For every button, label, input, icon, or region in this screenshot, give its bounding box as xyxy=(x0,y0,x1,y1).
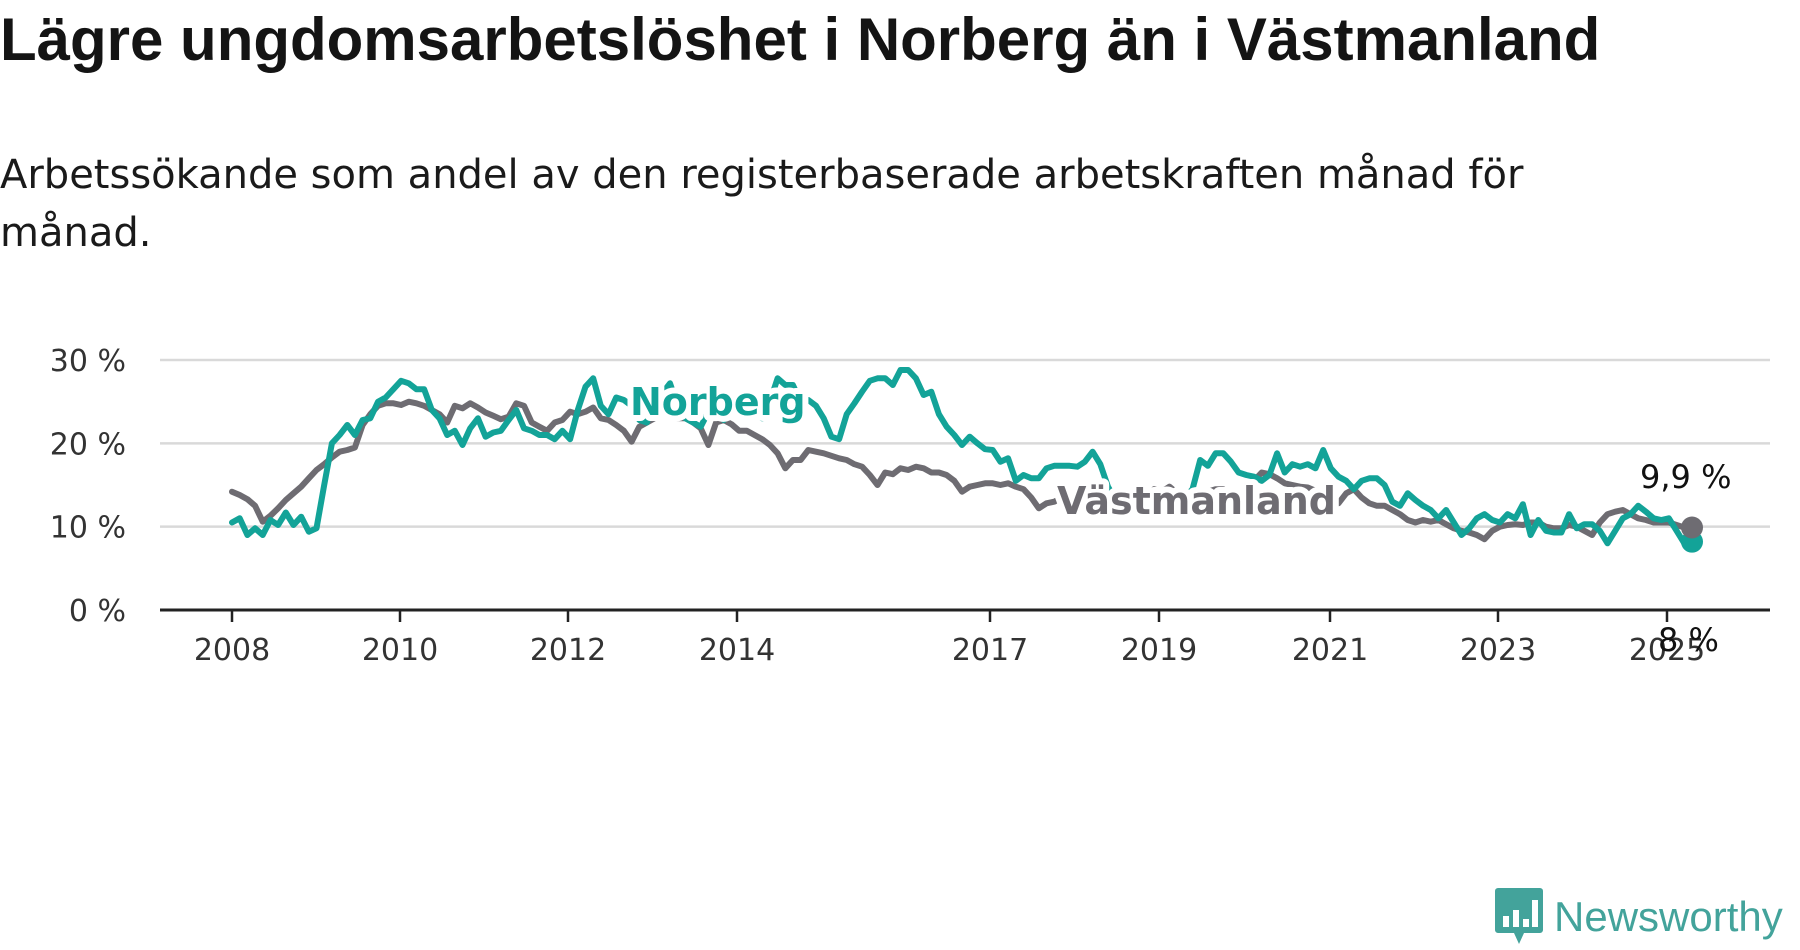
grid-lines xyxy=(160,358,1770,612)
series-line-norberg xyxy=(229,367,1695,547)
newsworthy-logo: Newsworthy xyxy=(1494,884,1783,950)
end-label-vastmanland: 9,9 % xyxy=(1640,458,1731,496)
series-label-vastmanland-halo: Västmanland xyxy=(1057,479,1336,523)
x-tick-label: 2008 xyxy=(194,633,270,668)
series-label-norberg-halo: Norberg xyxy=(630,380,806,424)
chart-subtitle: Arbetssökande som andel av den registerb… xyxy=(0,152,1524,256)
x-tick-label: 2012 xyxy=(530,633,606,668)
y-tick-label: 10 % xyxy=(50,511,126,546)
end-point-vastmanland xyxy=(1681,516,1703,539)
newsworthy-logo-icon xyxy=(1495,888,1543,944)
x-tick-label: 2014 xyxy=(699,633,775,668)
series-label-norberg-text: Norberg xyxy=(630,380,806,424)
x-tick-label: 2019 xyxy=(1121,633,1197,668)
series-label-vastmanland-text: Västmanland xyxy=(1057,479,1336,523)
x-tick-label: 2021 xyxy=(1292,633,1368,668)
x-axis-ticks: 2008 2010 2012 2014 2017 2019 2021 2023 2025 xyxy=(194,610,1705,668)
y-tick-label: 20 % xyxy=(50,427,126,462)
line-chart: 0 % 10 % 20 % 30 % 2008 2010 2012 2014 2017 2019… xyxy=(50,344,1770,668)
x-tick-label: 2023 xyxy=(1460,633,1536,668)
y-axis-ticks: 0 % 10 % 20 % 30 % xyxy=(50,344,126,629)
y-tick-label: 30 % xyxy=(50,344,126,379)
chart-title: Lägre ungdomsarbetslöshet i Norberg än i… xyxy=(0,6,1601,73)
x-tick-label: 2025 xyxy=(1629,633,1705,668)
x-tick-label: 2010 xyxy=(362,633,438,668)
y-tick-label: 0 % xyxy=(69,594,126,629)
series-line-vastmanland xyxy=(229,398,1695,543)
brand-name: Newsworthy xyxy=(1554,893,1783,940)
end-label-norberg: 8 % xyxy=(1658,621,1719,659)
x-tick-label: 2017 xyxy=(952,633,1028,668)
series-lines xyxy=(229,367,1703,553)
